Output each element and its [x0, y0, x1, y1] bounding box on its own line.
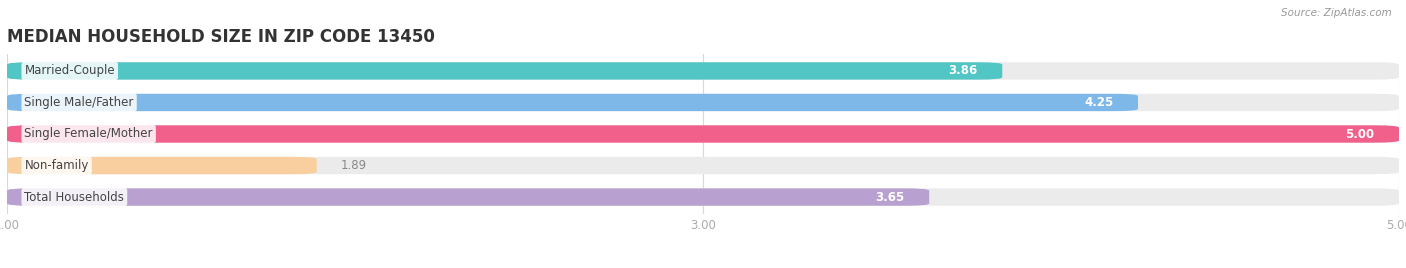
Text: Non-family: Non-family	[24, 159, 89, 172]
FancyBboxPatch shape	[7, 188, 1399, 206]
Text: MEDIAN HOUSEHOLD SIZE IN ZIP CODE 13450: MEDIAN HOUSEHOLD SIZE IN ZIP CODE 13450	[7, 28, 434, 46]
Text: 5.00: 5.00	[1346, 128, 1375, 140]
Text: Source: ZipAtlas.com: Source: ZipAtlas.com	[1281, 8, 1392, 18]
Text: 1.89: 1.89	[342, 159, 367, 172]
Text: 3.86: 3.86	[949, 64, 979, 77]
Text: Total Households: Total Households	[24, 191, 124, 204]
FancyBboxPatch shape	[7, 62, 1399, 80]
FancyBboxPatch shape	[7, 157, 1399, 174]
FancyBboxPatch shape	[7, 157, 316, 174]
FancyBboxPatch shape	[7, 94, 1399, 111]
Text: 3.65: 3.65	[876, 191, 905, 204]
FancyBboxPatch shape	[7, 94, 1137, 111]
Text: 4.25: 4.25	[1084, 96, 1114, 109]
FancyBboxPatch shape	[7, 125, 1399, 143]
Text: Married-Couple: Married-Couple	[24, 64, 115, 77]
FancyBboxPatch shape	[7, 188, 929, 206]
FancyBboxPatch shape	[7, 125, 1399, 143]
Text: Single Male/Father: Single Male/Father	[24, 96, 134, 109]
Text: Single Female/Mother: Single Female/Mother	[24, 128, 153, 140]
FancyBboxPatch shape	[7, 62, 1002, 80]
